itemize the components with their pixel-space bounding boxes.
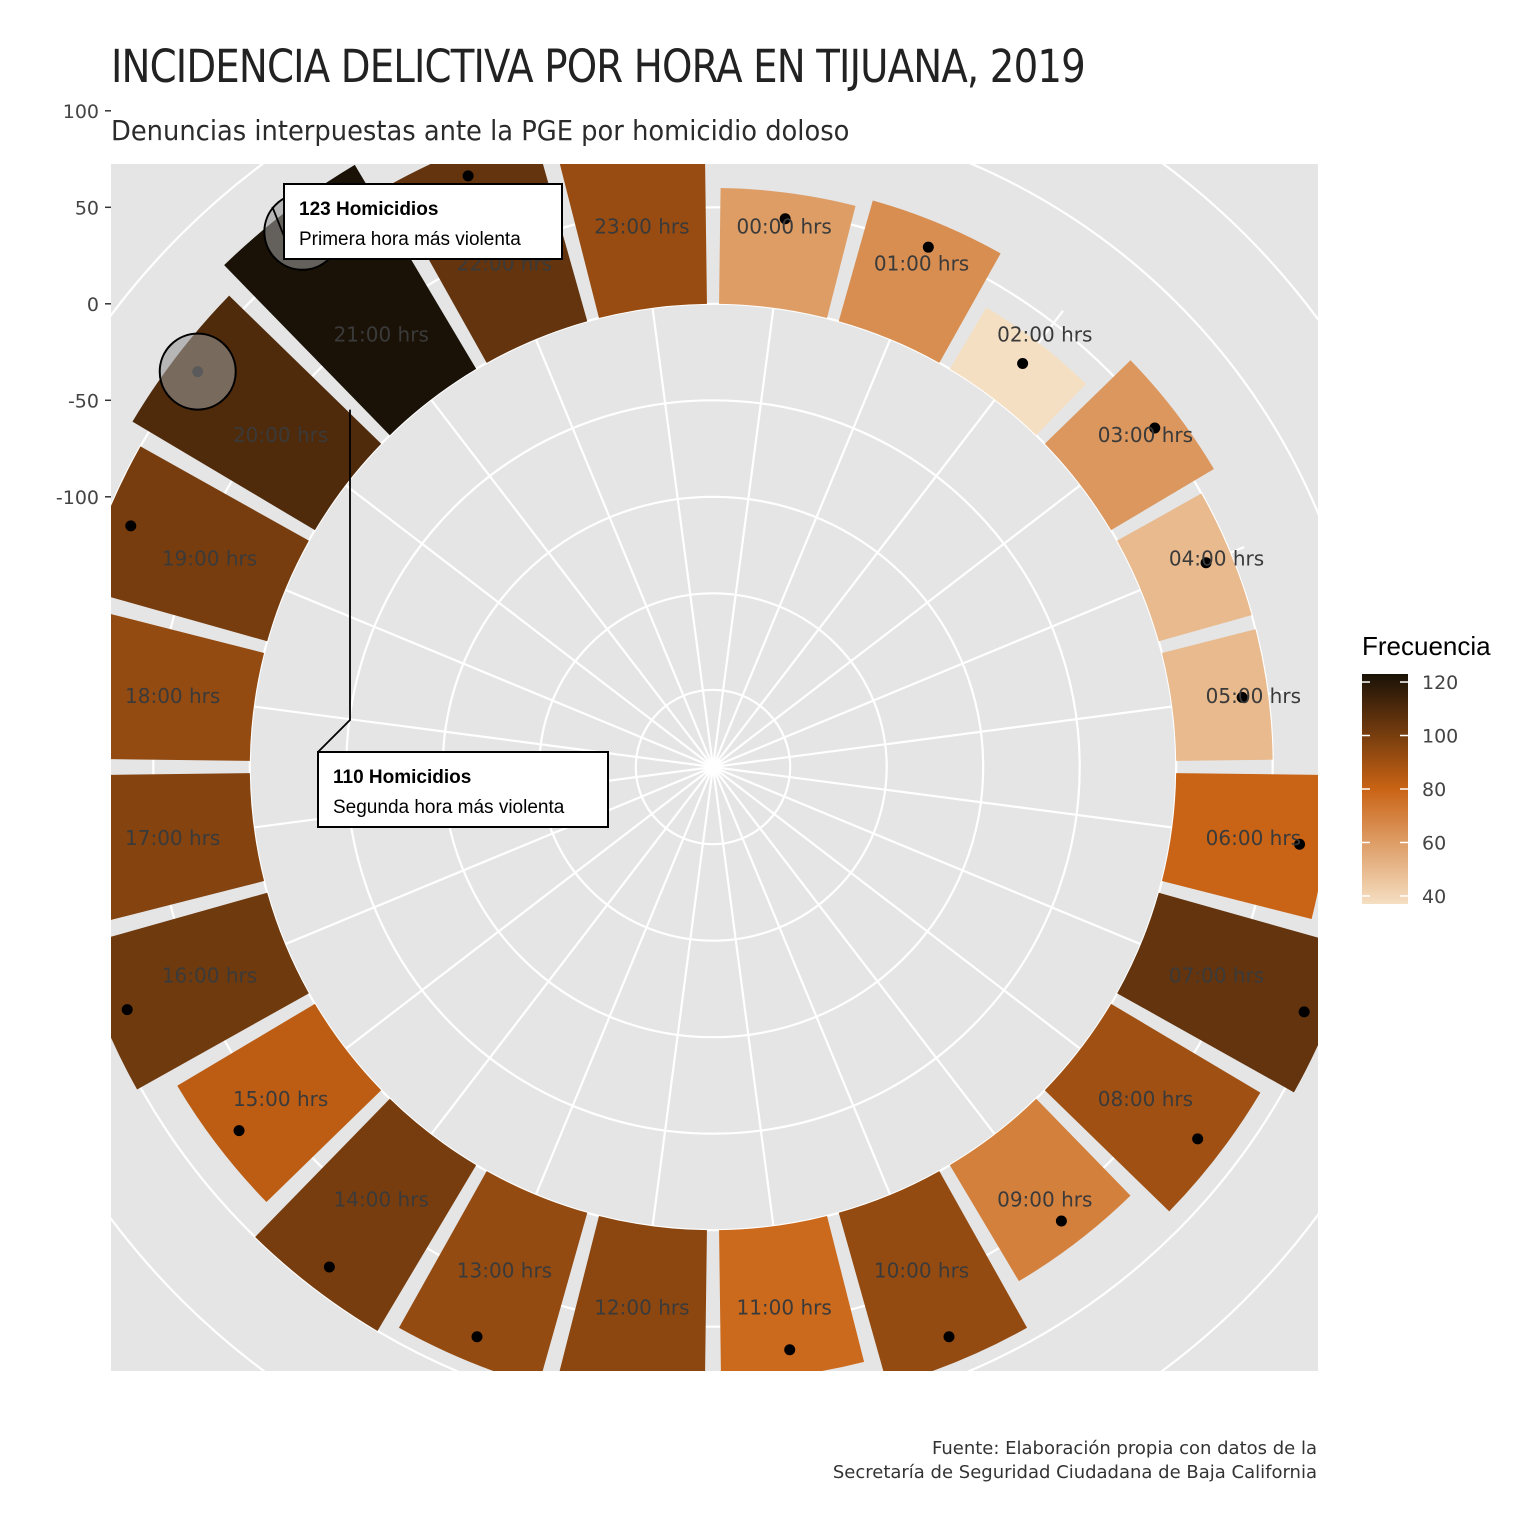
data-point [779, 213, 791, 225]
data-point [88, 843, 99, 854]
legend-tick-label: 100 [1422, 726, 1458, 748]
category-label: 20:00 hrs [233, 423, 328, 447]
bar-1800 [111, 614, 265, 761]
data-point [1149, 422, 1161, 434]
plot-area: 00:00 hrs 01:00 hrs 02:00 hrs 03:00 hrs 04:0… [88, 152, 1318, 1388]
data-point [96, 681, 107, 692]
category-label: 23:00 hrs [594, 215, 689, 239]
highlight-circle [158, 332, 237, 411]
data-point [1200, 557, 1212, 569]
bar-1300 [398, 1171, 588, 1371]
bar-0500 [1161, 629, 1273, 761]
bar-0100 [838, 200, 1001, 363]
y-tick-label: 50 [75, 197, 99, 219]
bar-1000 [838, 1171, 1028, 1371]
y-tick-label: 0 [87, 294, 99, 316]
bar-0400 [1117, 493, 1252, 642]
bar-0800 [1044, 1003, 1261, 1212]
data-point [1017, 357, 1029, 369]
bar-1400 [255, 1098, 477, 1331]
category-label: 09:00 hrs [997, 1187, 1092, 1211]
category-label: 14:00 hrs [334, 1187, 429, 1211]
bar-0900 [949, 1098, 1131, 1282]
category-label: 00:00 hrs [736, 215, 831, 239]
category-label: 18:00 hrs [125, 684, 220, 708]
category-label: 02:00 hrs [997, 323, 1092, 347]
annotation-leader [317, 409, 351, 753]
y-tick-label: 100 [63, 101, 99, 123]
category-label: 06:00 hrs [1206, 826, 1301, 850]
grid-circle [248, 302, 1178, 1232]
category-label: 19:00 hrs [162, 546, 257, 570]
annotation-box [283, 183, 563, 260]
legend-tick-label: 80 [1422, 779, 1446, 801]
data-point [1298, 1006, 1310, 1018]
bar-1900 [111, 446, 309, 642]
data-point [1192, 1133, 1204, 1145]
category-label: 17:00 hrs [125, 826, 220, 850]
y-tick-label: -100 [56, 487, 99, 509]
category-label: 16:00 hrs [162, 964, 257, 988]
category-label: 01:00 hrs [874, 251, 969, 275]
bar-1600 [111, 892, 309, 1090]
data-point [943, 1331, 955, 1343]
data-point [471, 1331, 483, 1343]
annotation-title: 123 Homicidios [299, 199, 438, 220]
data-point [1236, 691, 1248, 703]
data-point [323, 1261, 335, 1273]
category-label: 10:00 hrs [874, 1259, 969, 1283]
category-label: 04:00 hrs [1169, 546, 1264, 570]
chart-title: INCIDENCIA DELICTIVA POR HORA EN TIJUANA… [111, 40, 1086, 93]
bar-0300 [1044, 360, 1214, 531]
category-label: 12:00 hrs [594, 1295, 689, 1319]
annotation-title: 110 Homicidios [333, 767, 471, 788]
bar-1700 [111, 773, 265, 920]
annotation-box [317, 751, 609, 828]
data-point [233, 1125, 245, 1137]
bar-2300 [559, 164, 707, 319]
bar-0200 [949, 307, 1087, 436]
grid-circle [152, 206, 1274, 1328]
bar-1200 [559, 1215, 707, 1371]
source-caption: Fuente: Elaboración propia con datos de … [833, 1437, 1317, 1485]
bar-0000 [719, 188, 856, 319]
grid-circle [634, 688, 792, 846]
category-label: 21:00 hrs [334, 323, 429, 347]
legend-title: Frecuencia [1362, 631, 1491, 661]
annotation-text: Segunda hora más violenta [333, 797, 565, 818]
caption-line-2: Secretaría de Seguridad Ciudadana de Baj… [832, 1462, 1317, 1483]
bar-0600 [1161, 773, 1318, 920]
data-point [121, 1004, 133, 1016]
bar-0700 [1117, 892, 1318, 1093]
data-point [627, 152, 638, 163]
legend-tick-label: 40 [1422, 886, 1446, 908]
bar-1500 [177, 1003, 382, 1202]
bar-1100 [719, 1215, 865, 1371]
data-point [1294, 838, 1306, 850]
category-label: 03:00 hrs [1098, 423, 1193, 447]
data-point [627, 1377, 638, 1388]
chart-subtitle: Denuncias interpuestas ante la PGE por h… [111, 114, 850, 147]
annotation-text: Primera hora más violenta [299, 229, 521, 250]
data-point [125, 520, 137, 532]
category-label: 15:00 hrs [233, 1087, 328, 1111]
category-label: 08:00 hrs [1098, 1087, 1193, 1111]
category-label: 11:00 hrs [736, 1295, 831, 1319]
data-point [784, 1344, 796, 1356]
data-point [462, 170, 474, 182]
data-point [1055, 1215, 1067, 1227]
category-label: 13:00 hrs [457, 1259, 552, 1283]
data-point [922, 241, 934, 253]
legend-tick-label: 60 [1422, 832, 1446, 854]
y-tick-label: -50 [68, 390, 99, 412]
category-label: 07:00 hrs [1169, 964, 1264, 988]
legend-tick-label: 120 [1422, 672, 1458, 694]
caption-line-1: Fuente: Elaboración propia con datos de … [931, 1438, 1317, 1459]
category-label: 05:00 hrs [1206, 684, 1301, 708]
